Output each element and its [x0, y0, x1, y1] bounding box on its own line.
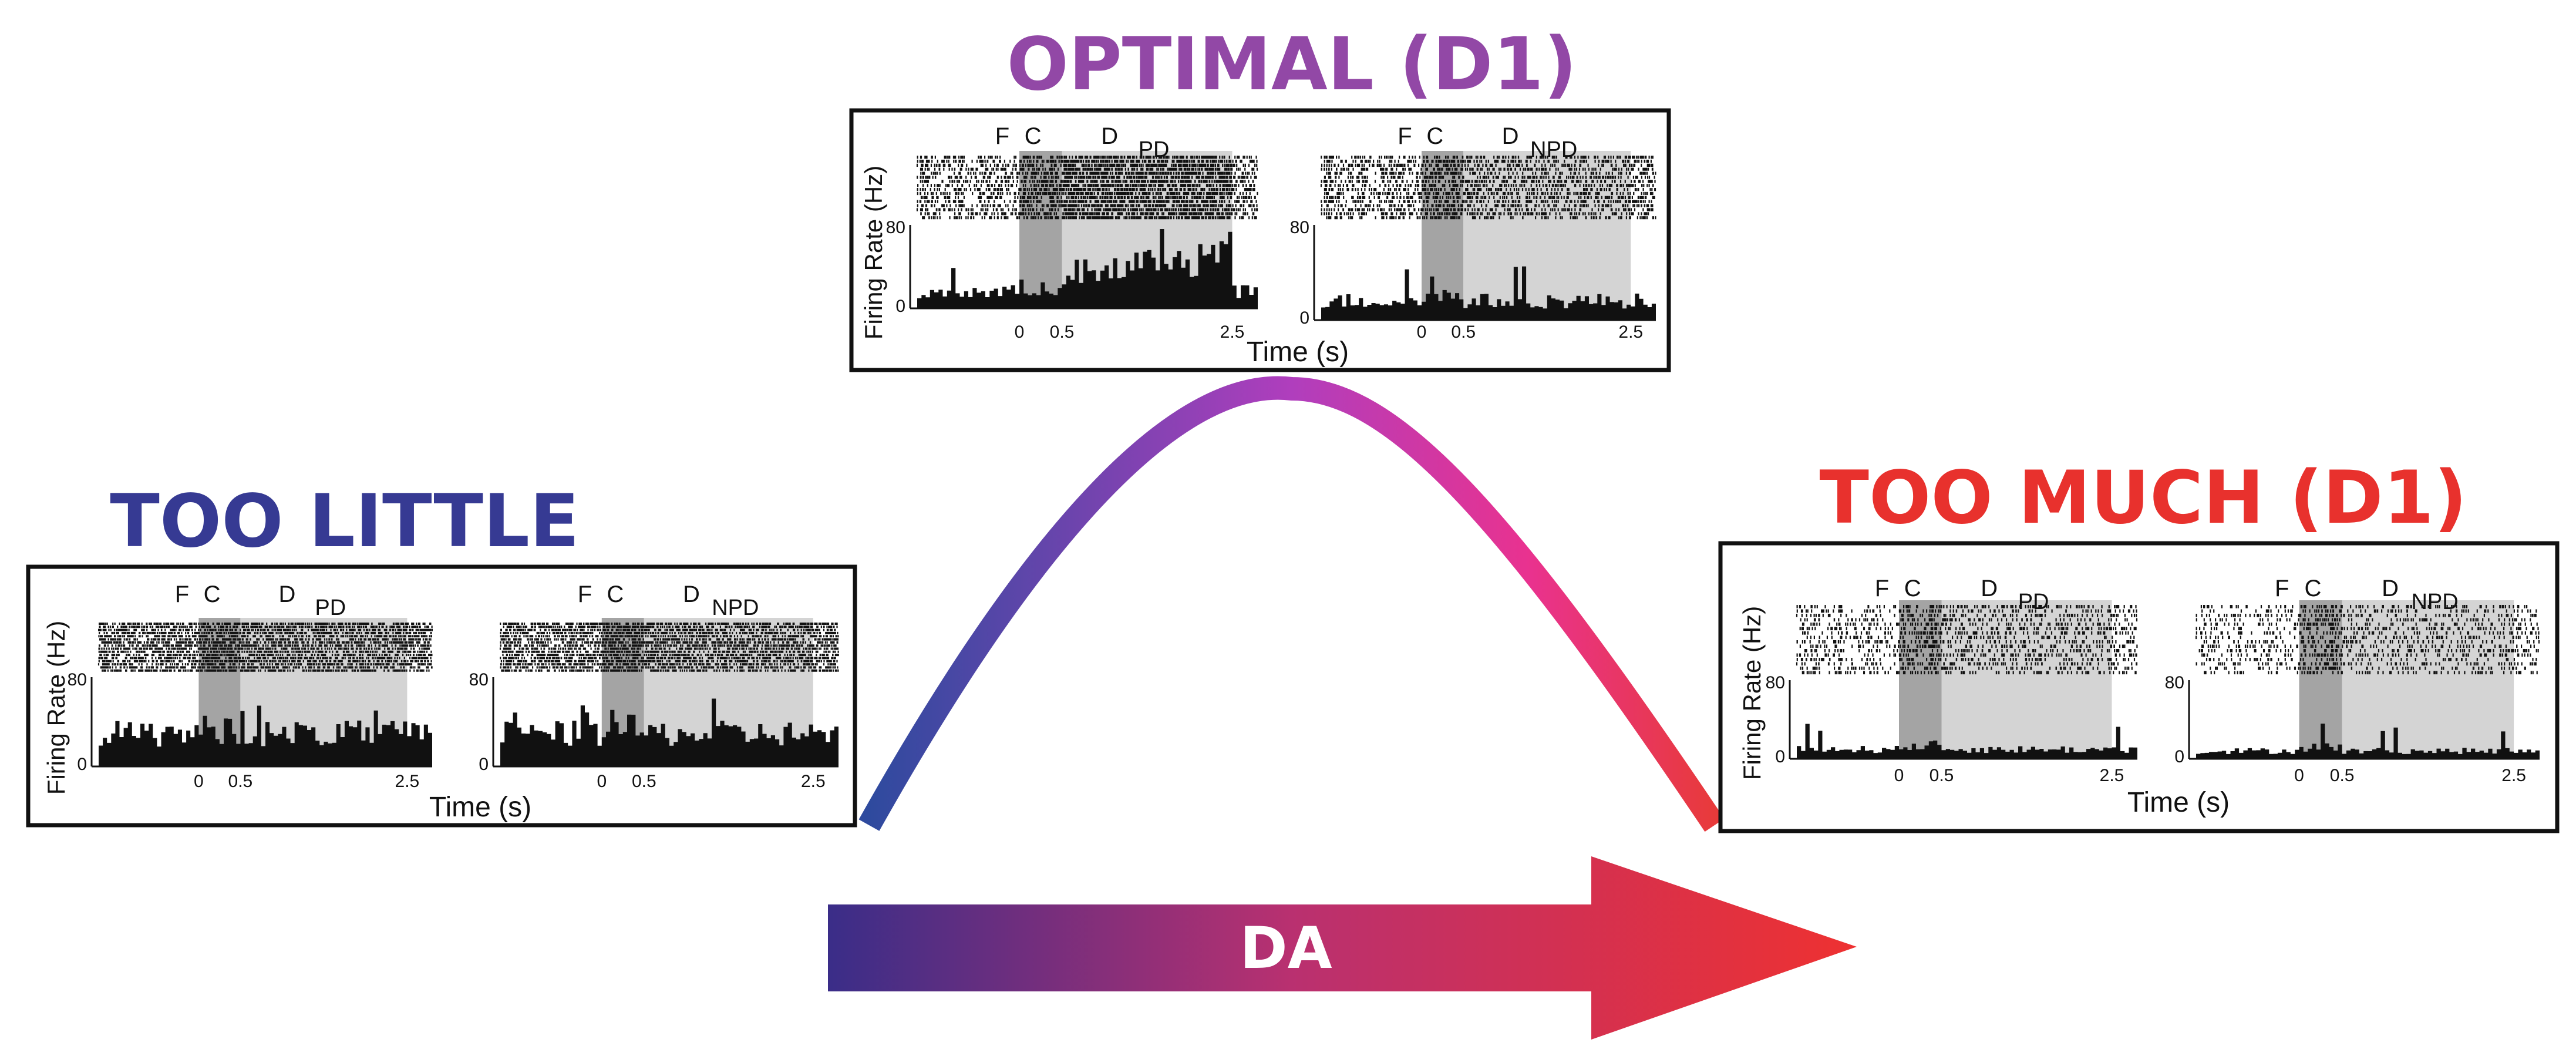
x-tick-label: 0	[2294, 766, 2304, 785]
x-axis-label: Time (s)	[2127, 787, 2230, 818]
condition-label: PD	[2018, 590, 2049, 614]
y-axis-label: Firing Rate (Hz)	[1738, 606, 1766, 780]
x-tick-label: 0	[1015, 322, 1025, 342]
raster-histogram-subplot-pd: 80 0 0 0.5 2.5 F C D PD	[886, 123, 1258, 342]
event-marker-f: F	[2275, 576, 2289, 601]
y-tick-label: 0	[1299, 308, 1309, 328]
y-tick-label: 0	[479, 755, 489, 774]
event-marker-d: D	[2382, 576, 2399, 601]
y-axis-label: Firing Rate (Hz)	[860, 166, 887, 339]
firing-rate-histogram	[500, 698, 839, 766]
raster-histogram-subplot-pd: 80 0 0 0.5 2.5 F C D PD	[1766, 576, 2138, 785]
state-title-too-little: TOO LITTLE	[110, 479, 579, 564]
x-axis-label: Time (s)	[1247, 337, 1349, 368]
x-tick-label: 0.5	[1050, 322, 1075, 342]
condition-label: PD	[1139, 137, 1170, 162]
y-tick-label: 0	[895, 297, 905, 316]
condition-label: PD	[315, 596, 346, 620]
spike-raster	[2196, 605, 2540, 675]
y-tick-label: 80	[1766, 673, 1785, 692]
x-tick-label: 2.5	[1618, 322, 1643, 342]
y-tick-label: 80	[1290, 218, 1309, 237]
da-arrow	[828, 856, 1857, 1040]
x-tick-label: 0	[194, 772, 204, 791]
y-tick-label: 80	[469, 670, 489, 690]
spike-raster	[916, 156, 1258, 220]
raster-histogram-subplot-npd: 80 0 0 0.5 2.5 F C D NPD	[2165, 576, 2540, 785]
event-marker-d: D	[1981, 576, 1998, 601]
state-title-too-much: TOO MUCH (D1)	[1819, 456, 2467, 540]
delay-epoch-shade	[1463, 151, 1631, 320]
y-tick-label: 0	[2174, 747, 2184, 766]
event-marker-f: F	[175, 581, 189, 607]
condition-label: NPD	[712, 596, 759, 620]
y-axis-label: Firing Rate (Hz)	[42, 621, 70, 795]
spike-raster	[1796, 605, 2138, 675]
raster-histogram-subplot-npd: 80 0 0 0.5 2.5 F C D NPD	[1290, 123, 1656, 342]
event-marker-d: D	[1101, 123, 1118, 149]
x-axis-label: Time (s)	[429, 792, 531, 823]
dopamine-response-curve	[858, 376, 1725, 832]
y-tick-label: 0	[1775, 747, 1785, 766]
firing-rate-histogram	[1321, 266, 1656, 320]
firing-rate-histogram	[917, 229, 1258, 308]
x-tick-label: 0	[597, 772, 607, 791]
y-tick-label: 80	[68, 670, 87, 690]
event-marker-d: D	[1502, 123, 1519, 149]
spike-raster	[1320, 156, 1656, 220]
firing-rate-histogram	[2196, 724, 2540, 759]
raster-histogram-subplot-pd: 80 0 0 0.5 2.5 F C D PD	[68, 581, 433, 791]
x-tick-label: 0.5	[228, 772, 253, 791]
event-marker-f: F	[1398, 123, 1412, 149]
delay-epoch-shade	[2342, 600, 2514, 759]
da-label: DA	[1240, 915, 1332, 982]
x-tick-label: 2.5	[801, 772, 826, 791]
x-tick-label: 0.5	[1451, 322, 1476, 342]
x-tick-label: 2.5	[395, 772, 420, 791]
event-marker-d: D	[683, 581, 700, 607]
x-tick-label: 0	[1894, 766, 1904, 785]
condition-label: NPD	[2411, 590, 2458, 614]
event-marker-c: C	[607, 581, 624, 607]
cue-epoch-shade	[2299, 600, 2342, 759]
x-tick-label: 2.5	[2501, 766, 2526, 785]
event-marker-c: C	[2304, 576, 2321, 601]
event-marker-c: C	[204, 581, 221, 607]
event-marker-f: F	[995, 123, 1009, 149]
y-tick-label: 0	[77, 755, 87, 774]
x-tick-label: 2.5	[1220, 322, 1245, 342]
spike-raster	[499, 623, 839, 672]
firing-rate-histogram	[99, 705, 432, 766]
event-marker-f: F	[578, 581, 592, 607]
x-tick-label: 2.5	[2100, 766, 2124, 785]
event-marker-d: D	[278, 581, 295, 607]
event-marker-c: C	[1426, 123, 1443, 149]
state-title-optimal: OPTIMAL (D1)	[1006, 22, 1577, 107]
firing-rate-histogram	[1797, 724, 2137, 759]
x-tick-label: 0.5	[1930, 766, 1954, 785]
event-marker-f: F	[1875, 576, 1889, 601]
delay-epoch-shade	[1941, 600, 2112, 759]
x-tick-label: 0.5	[2330, 766, 2355, 785]
raster-histogram-subplot-npd: 80 0 0 0.5 2.5 F C D NPD	[469, 581, 839, 791]
y-tick-label: 80	[2165, 673, 2184, 692]
event-marker-c: C	[1904, 576, 1921, 601]
x-tick-label: 0.5	[632, 772, 656, 791]
spike-raster	[97, 623, 433, 672]
x-tick-label: 0	[1417, 322, 1427, 342]
event-marker-c: C	[1025, 123, 1042, 149]
condition-label: NPD	[1530, 137, 1577, 162]
cue-epoch-shade	[1899, 600, 1942, 759]
y-tick-label: 80	[886, 218, 905, 237]
